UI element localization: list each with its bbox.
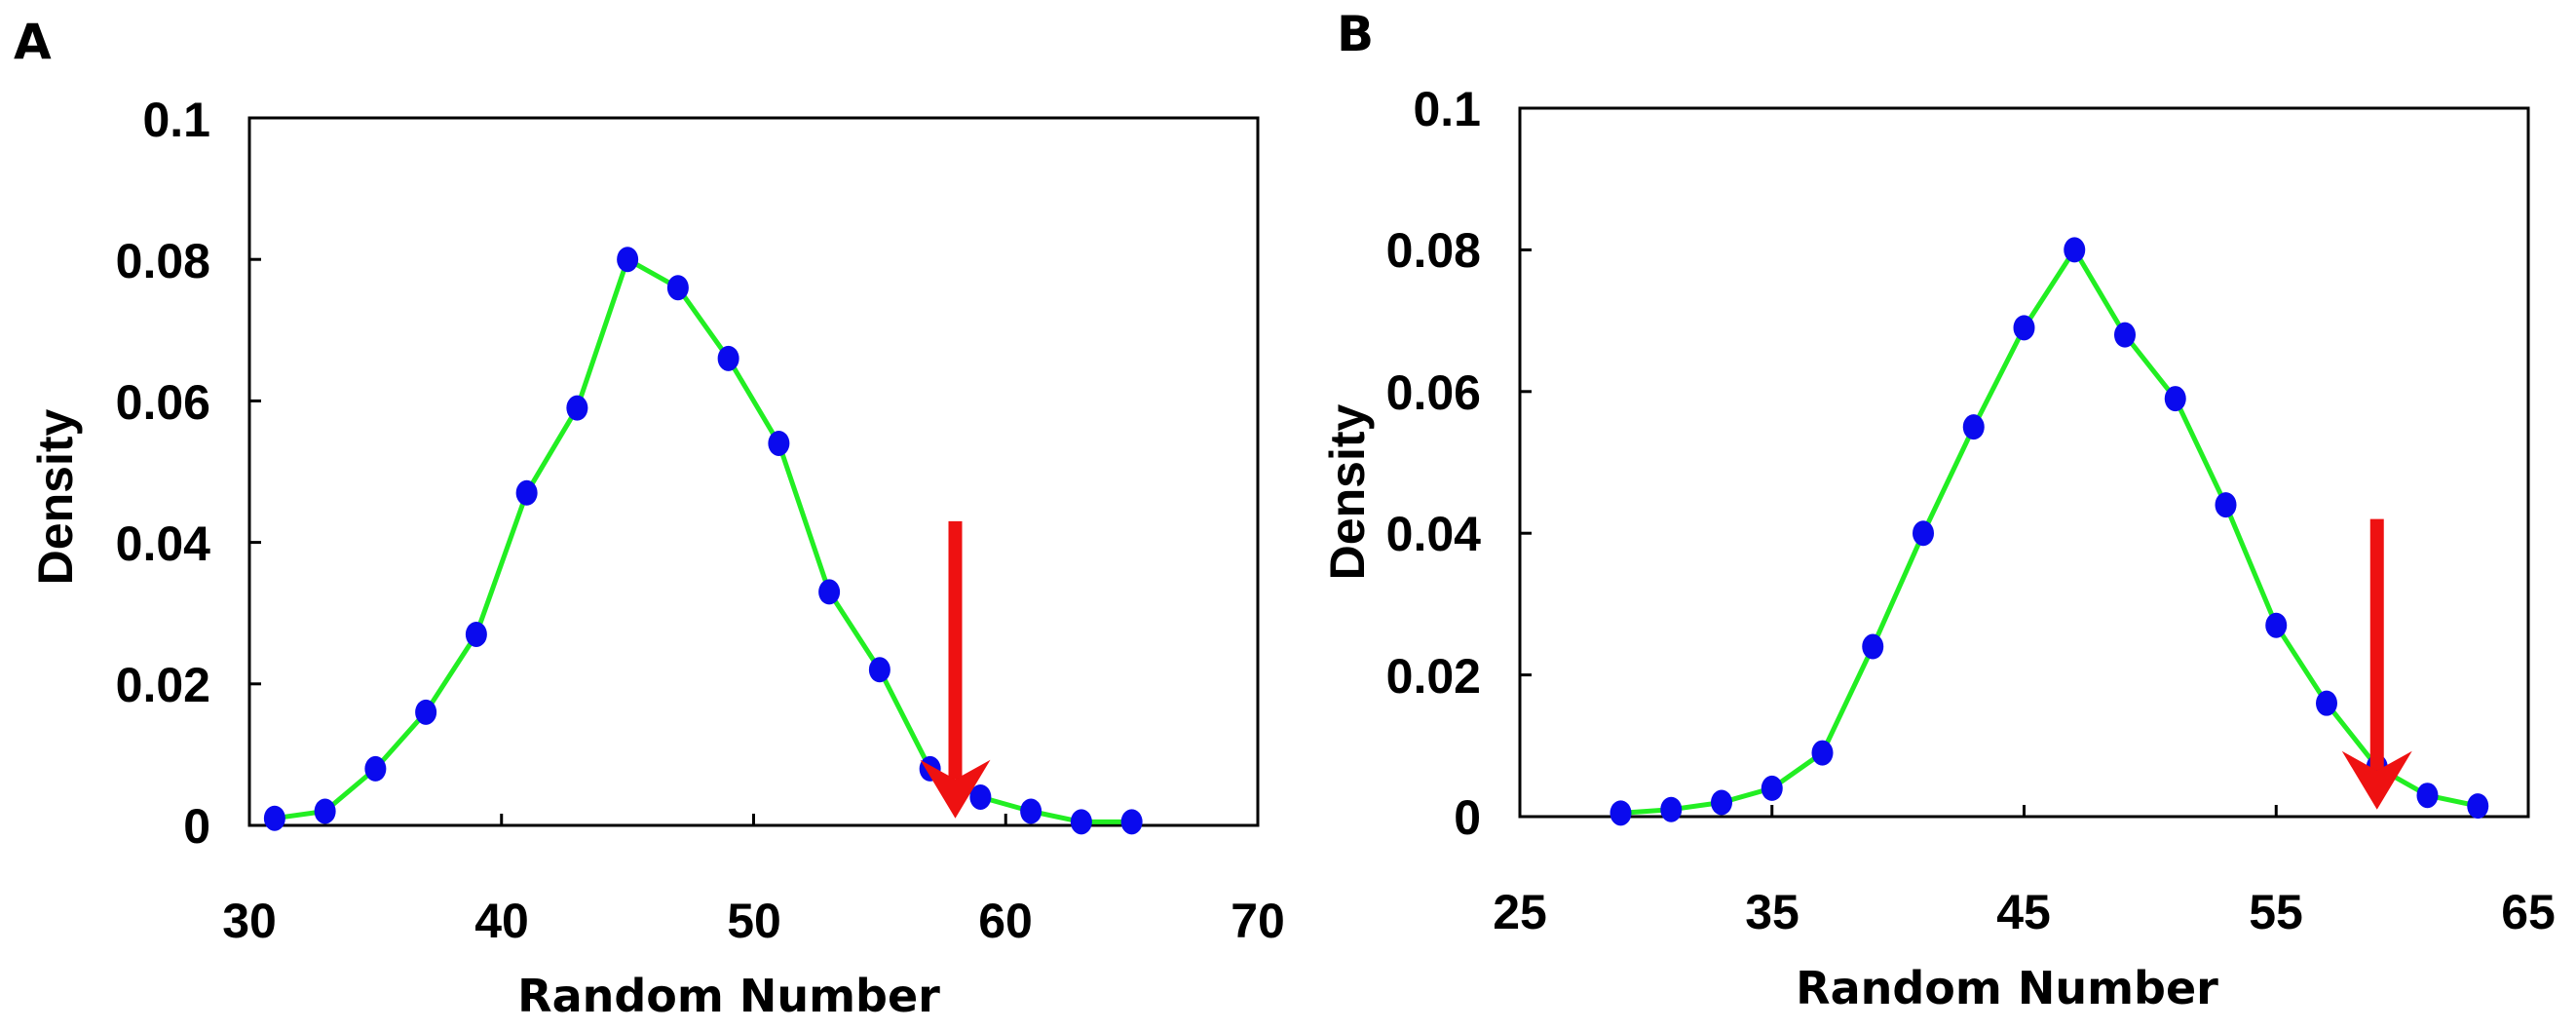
data-point xyxy=(868,657,890,683)
data-point xyxy=(566,395,588,421)
data-point xyxy=(1070,809,1092,835)
x-axis-title: Random Number xyxy=(517,970,940,1022)
x-tick-label: 50 xyxy=(727,894,781,948)
data-point xyxy=(1962,414,1985,440)
x-tick-labels: 25 35 45 55 65 xyxy=(1493,885,2556,939)
data-point xyxy=(2114,322,2136,348)
data-point xyxy=(2467,793,2489,820)
x-tick-labels: 30 40 50 60 70 xyxy=(222,894,1285,948)
y-tick-label: 0.04 xyxy=(1386,507,1482,561)
data-point xyxy=(515,479,538,506)
data-point xyxy=(1811,740,1834,766)
y-tick-label: 0.02 xyxy=(1386,649,1481,704)
x-tick-label: 55 xyxy=(2249,885,2303,939)
x-tick-label: 60 xyxy=(978,894,1033,948)
data-point xyxy=(666,275,689,301)
x-tick-label: 25 xyxy=(1493,885,1547,939)
axis-ticks xyxy=(1518,106,2530,819)
x-axis-title: Random Number xyxy=(1796,962,2218,1014)
data-point xyxy=(2265,612,2288,638)
data-point xyxy=(1610,800,1632,826)
data-point xyxy=(263,805,285,831)
y-tick-label: 0.06 xyxy=(1386,365,1481,420)
x-tick-label: 45 xyxy=(1996,885,2051,939)
axis-ticks xyxy=(247,116,1260,827)
red-arrow-annotation xyxy=(2341,518,2412,810)
data-point xyxy=(364,755,387,782)
y-tick-label: 0.08 xyxy=(116,234,210,288)
data-point xyxy=(2164,386,2186,412)
data-point xyxy=(1711,789,1732,816)
data-point xyxy=(1020,798,1042,824)
panel-b: B 0 0.02 0.04 0.06 0.08 0.1 25 35 45 55 … xyxy=(1320,6,2556,1014)
data-point xyxy=(1913,520,1934,547)
y-axis-title: Density xyxy=(1320,404,1375,581)
data-point xyxy=(2416,783,2439,809)
y-tick-label: 0 xyxy=(183,799,210,854)
data-point xyxy=(1862,633,1884,660)
data-point xyxy=(617,247,639,273)
data-point xyxy=(2064,237,2086,263)
y-tick-label: 0.08 xyxy=(1386,223,1481,278)
y-tick-labels: 0 0.02 0.04 0.06 0.08 0.1 xyxy=(116,93,211,854)
density-series xyxy=(1610,237,2489,826)
plot-frame xyxy=(1518,106,2530,819)
data-point xyxy=(2316,690,2337,716)
x-tick-label: 30 xyxy=(222,894,277,948)
y-tick-labels: 0 0.02 0.04 0.06 0.08 0.1 xyxy=(1386,82,1482,845)
data-point xyxy=(768,430,790,456)
arrow-head xyxy=(920,759,991,819)
panel-a: A 0 0.02 0.04 0.06 0.08 0.1 30 40 50 60 … xyxy=(14,14,1285,1022)
y-tick-label: 0.04 xyxy=(116,516,211,571)
data-point xyxy=(1761,775,1783,801)
plot-frame xyxy=(247,116,1260,827)
data-point xyxy=(2013,315,2035,341)
x-tick-label: 40 xyxy=(474,894,529,948)
data-point xyxy=(465,621,487,647)
y-tick-label: 0.06 xyxy=(116,375,210,430)
data-point xyxy=(2215,492,2237,518)
panel-label: A xyxy=(14,14,52,70)
arrow-head xyxy=(2341,750,2412,810)
density-series xyxy=(263,247,1143,835)
data-point xyxy=(818,579,841,605)
red-arrow-annotation xyxy=(920,520,991,819)
y-tick-label: 0 xyxy=(1454,790,1481,845)
data-point xyxy=(969,783,992,810)
data-point xyxy=(717,345,739,371)
x-tick-label: 35 xyxy=(1745,885,1799,939)
x-tick-label: 65 xyxy=(2501,885,2556,939)
y-axis-title: Density xyxy=(28,409,83,586)
y-tick-label: 0.02 xyxy=(116,658,210,712)
x-tick-label: 70 xyxy=(1231,894,1285,948)
data-point xyxy=(314,798,336,824)
data-point xyxy=(1120,809,1143,835)
panel-label: B xyxy=(1337,6,1374,62)
y-tick-label: 0.1 xyxy=(142,93,210,147)
y-tick-label: 0.1 xyxy=(1413,82,1481,136)
data-point xyxy=(1660,796,1683,822)
data-point xyxy=(415,699,437,725)
